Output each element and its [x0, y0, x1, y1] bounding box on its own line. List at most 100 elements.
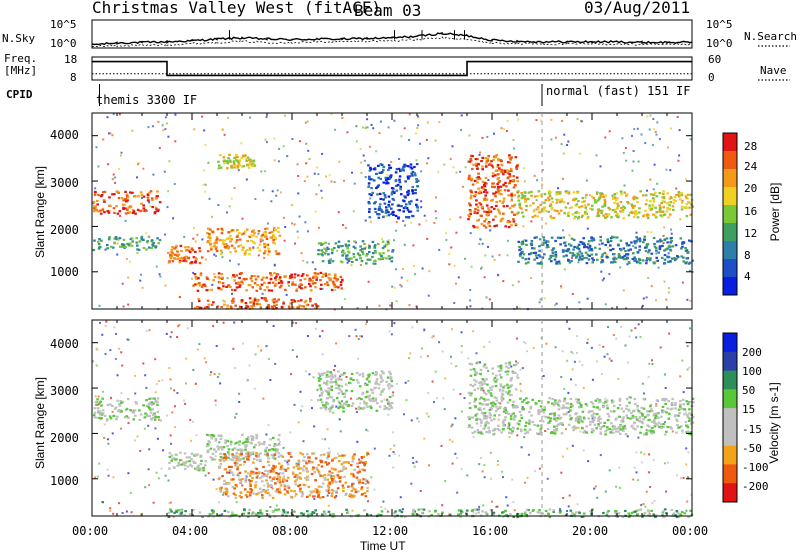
velocity-cell	[240, 453, 243, 456]
velocity-noise	[478, 508, 481, 511]
power-cell	[266, 253, 270, 256]
velocity-cell	[317, 485, 321, 488]
power-cell	[550, 236, 554, 239]
velocity-cell	[150, 401, 154, 404]
velocity-noise	[116, 374, 119, 377]
velocity-noise	[267, 358, 270, 360]
power-noise	[207, 161, 210, 164]
power-cell	[571, 213, 575, 216]
velocity-cell	[229, 440, 233, 443]
velocity-cell	[230, 471, 234, 474]
velocity-noise	[688, 366, 691, 369]
velocity-cell	[214, 437, 218, 441]
power-cell	[329, 279, 332, 282]
power-noise	[611, 307, 614, 310]
velocity-noise	[560, 376, 563, 378]
velocity-cell	[483, 417, 486, 420]
power-cell	[317, 253, 320, 256]
power-cell	[384, 211, 388, 214]
velocity-cell	[227, 448, 231, 451]
power-cell	[329, 258, 332, 261]
velocity-cell	[501, 389, 505, 392]
velocity-noise	[365, 454, 368, 457]
power-cell	[533, 195, 537, 198]
velocity-cell	[355, 476, 359, 479]
power-cell	[93, 210, 96, 213]
power-cell	[383, 194, 387, 197]
velocity-cell	[220, 448, 224, 451]
velocity-noise	[410, 419, 413, 422]
power-noise	[114, 176, 117, 179]
freq-label-line2: [MHz]	[4, 64, 38, 77]
velocity-cell	[156, 397, 160, 400]
power-cell	[644, 209, 647, 212]
velocity-noise	[178, 324, 181, 327]
power-noise	[580, 119, 583, 122]
velocity-cell	[255, 433, 258, 436]
velocity-cell	[249, 451, 252, 454]
velocity-cell	[372, 400, 375, 403]
power-cell	[502, 200, 505, 203]
velocity-cell	[375, 409, 379, 412]
velocity-cell	[508, 361, 511, 364]
power-cell	[333, 286, 337, 289]
power-cell	[320, 249, 323, 252]
velocity-cell	[252, 446, 256, 449]
power-noise	[167, 135, 170, 138]
velocity-cell	[248, 474, 252, 477]
velocity-cell	[500, 392, 504, 395]
power-cell	[308, 282, 311, 285]
velocity-cell	[277, 462, 281, 465]
velocity-cell	[202, 469, 205, 472]
power-cell	[572, 197, 576, 200]
power-cell	[397, 204, 401, 207]
velocity-cell	[342, 468, 345, 471]
velocity-cell	[514, 406, 517, 409]
velocity-noise	[326, 494, 329, 497]
velocity-cell	[611, 425, 615, 428]
velocity-noise	[364, 382, 367, 385]
velocity-cell	[607, 415, 611, 418]
power-cell	[194, 260, 197, 263]
velocity-cell	[277, 452, 281, 455]
power-noise	[625, 159, 628, 162]
power-cell	[491, 175, 495, 178]
power-cell	[411, 192, 415, 195]
power-noise	[120, 151, 123, 154]
power-noise	[652, 118, 655, 120]
velocity-cell	[360, 488, 363, 491]
power-cell	[565, 254, 568, 257]
power-cell	[550, 208, 554, 211]
power-cell	[508, 181, 511, 185]
velocity-cell	[591, 402, 595, 405]
power-cell	[209, 242, 213, 245]
power-cell	[491, 166, 495, 169]
velocity-cell	[318, 490, 321, 493]
power-cell	[467, 213, 471, 217]
power-cell	[369, 168, 373, 171]
power-cell	[377, 242, 380, 246]
nsky-series	[91, 31, 693, 46]
power-cell	[678, 198, 682, 201]
velocity-cell	[205, 433, 209, 436]
power-cell	[246, 228, 249, 231]
power-cell	[502, 212, 505, 215]
velocity-noise	[545, 342, 548, 345]
power-cell	[234, 250, 237, 253]
velocity-cell	[327, 390, 330, 393]
power-cell	[522, 195, 525, 198]
velocity-cell	[499, 376, 503, 379]
power-noise	[478, 242, 481, 245]
power-cell	[685, 203, 688, 206]
velocity-cell	[157, 416, 160, 419]
velocity-cell	[356, 465, 360, 468]
power-cell	[385, 206, 388, 209]
velocity-cell	[503, 418, 506, 421]
power-noise	[356, 307, 359, 310]
power-cell	[597, 209, 600, 212]
power-noise	[114, 181, 117, 184]
power-cell	[500, 168, 504, 172]
power-cell	[499, 189, 502, 192]
power-cell	[545, 246, 549, 249]
power-cell	[671, 205, 675, 208]
